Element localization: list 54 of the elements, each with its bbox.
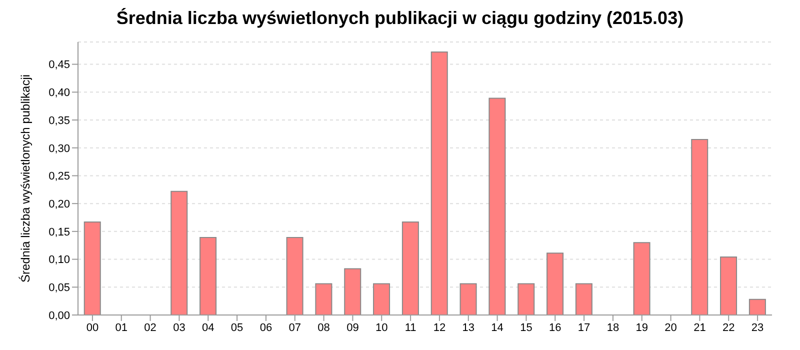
y-tick-label: 0,45 xyxy=(48,59,70,72)
x-tick-label: 18 xyxy=(606,322,620,334)
x-tick-label: 15 xyxy=(520,322,532,334)
x-tick-label: 16 xyxy=(549,322,562,334)
bar xyxy=(488,98,506,315)
x-tick-label: 17 xyxy=(578,322,590,334)
x-tick-label: 20 xyxy=(664,322,677,334)
x-tick-label: 21 xyxy=(694,322,706,334)
x-tick-label: 08 xyxy=(318,322,330,334)
y-tick-label: 0,35 xyxy=(48,114,70,127)
y-tick-label: 0,40 xyxy=(48,87,70,100)
bar xyxy=(633,242,650,315)
y-tick-label: 0,15 xyxy=(48,226,70,238)
bar xyxy=(402,221,419,315)
y-axis-title: Średnia liczba wyświetlonych publikacji xyxy=(18,74,32,283)
x-tick-label: 19 xyxy=(636,322,648,334)
y-tick-label: 0,10 xyxy=(48,254,70,266)
bar xyxy=(575,283,592,315)
x-tick-label: 11 xyxy=(404,322,416,334)
y-tick-label: 0,30 xyxy=(48,142,70,155)
bar xyxy=(460,283,477,315)
bar xyxy=(344,268,362,315)
bar xyxy=(373,283,390,315)
bar xyxy=(748,298,766,315)
bar xyxy=(430,52,448,315)
y-tick-label: 0,20 xyxy=(48,198,70,210)
x-tick-label: 22 xyxy=(722,322,735,334)
x-tick-label: 13 xyxy=(462,322,474,334)
y-tick-label: 0,00 xyxy=(48,310,70,322)
x-tick-label: 00 xyxy=(86,322,99,334)
x-tick-label: 23 xyxy=(751,322,764,334)
x-tick-label: 04 xyxy=(202,322,214,334)
chart-title: Średnia liczba wyświetlonych publikacji w ciągu godziny (2015.03) xyxy=(115,8,685,30)
bar xyxy=(691,139,708,315)
bar xyxy=(286,237,304,315)
x-tick-label: 06 xyxy=(260,322,272,334)
bar xyxy=(546,252,564,315)
x-tick-label: 09 xyxy=(346,322,359,334)
bar xyxy=(170,190,188,315)
x-tick-label: 05 xyxy=(230,322,244,334)
bar xyxy=(84,221,101,315)
bar xyxy=(518,283,535,315)
y-tick-label: 0,05 xyxy=(48,282,70,294)
x-tick-label: 14 xyxy=(491,322,504,334)
y-tick-label: 0,25 xyxy=(48,170,70,183)
x-tick-label: 01 xyxy=(115,322,128,334)
bar xyxy=(200,237,217,315)
x-tick-label: 07 xyxy=(288,322,301,334)
x-tick-label: 03 xyxy=(173,322,186,334)
x-tick-label: 02 xyxy=(144,322,156,334)
x-tick-label: 10 xyxy=(376,322,388,334)
bar xyxy=(315,283,332,315)
x-tick-label: 12 xyxy=(433,322,446,334)
bar xyxy=(720,256,738,315)
